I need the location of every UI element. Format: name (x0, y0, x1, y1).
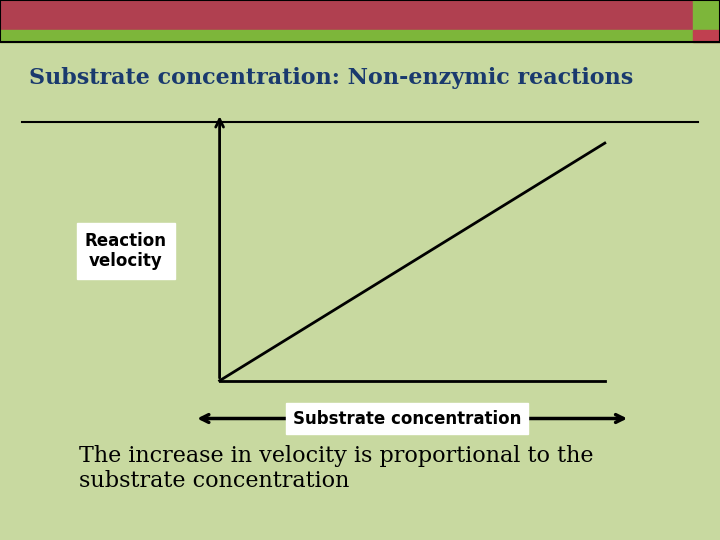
Text: Reaction
velocity: Reaction velocity (85, 232, 167, 271)
Bar (0, 0, 720, 42)
Bar (0, 30, 720, 42)
Bar (0, 0, 720, 30)
Text: Substrate concentration: Substrate concentration (292, 409, 521, 428)
Text: substrate concentration: substrate concentration (79, 470, 350, 491)
Bar (693, 30, 720, 42)
Bar (40, 461, 52, 473)
Text: The increase in velocity is proportional to the: The increase in velocity is proportional… (79, 446, 594, 467)
Bar (693, 0, 720, 30)
Text: Substrate concentration: Non-enzymic reactions: Substrate concentration: Non-enzymic rea… (29, 68, 633, 89)
